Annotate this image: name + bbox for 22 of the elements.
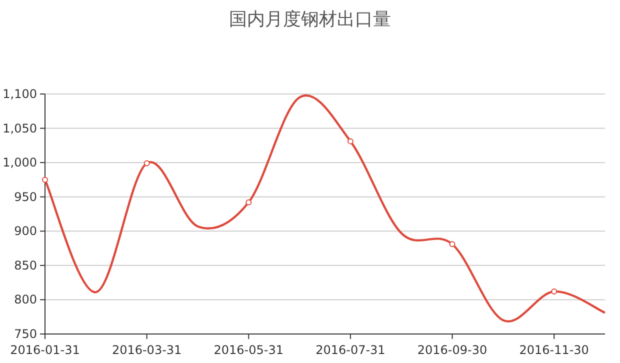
y-tick-label: 900: [14, 224, 37, 238]
point: [449, 241, 456, 248]
y-tick-label: 1,000: [2, 156, 37, 170]
y-tick-label: 1,050: [2, 121, 37, 136]
line-series: [42, 95, 606, 322]
x-tick-label: 2016-11-30: [519, 343, 589, 357]
x-tick-label: 2016-01-31: [10, 343, 80, 357]
point: [42, 176, 48, 183]
x-tick-label: 2016-07-31: [316, 343, 386, 357]
x-tick-label: 2016-05-31: [214, 343, 284, 357]
x-tick-label: 2016-03-31: [112, 343, 182, 357]
point: [246, 199, 252, 206]
y-tick-label: 800: [14, 292, 37, 307]
chart-title: 国内月度钢材出口量: [229, 9, 391, 30]
point: [347, 138, 354, 144]
y-tick-label: 750: [14, 327, 37, 341]
y-tick-label: 1,100: [2, 87, 37, 101]
point: [144, 160, 150, 166]
point: [551, 288, 558, 294]
y-tick-label: 950: [14, 190, 37, 204]
x-tick-label: 2016-09-30: [417, 343, 488, 357]
y-tick-label: 850: [14, 258, 37, 272]
